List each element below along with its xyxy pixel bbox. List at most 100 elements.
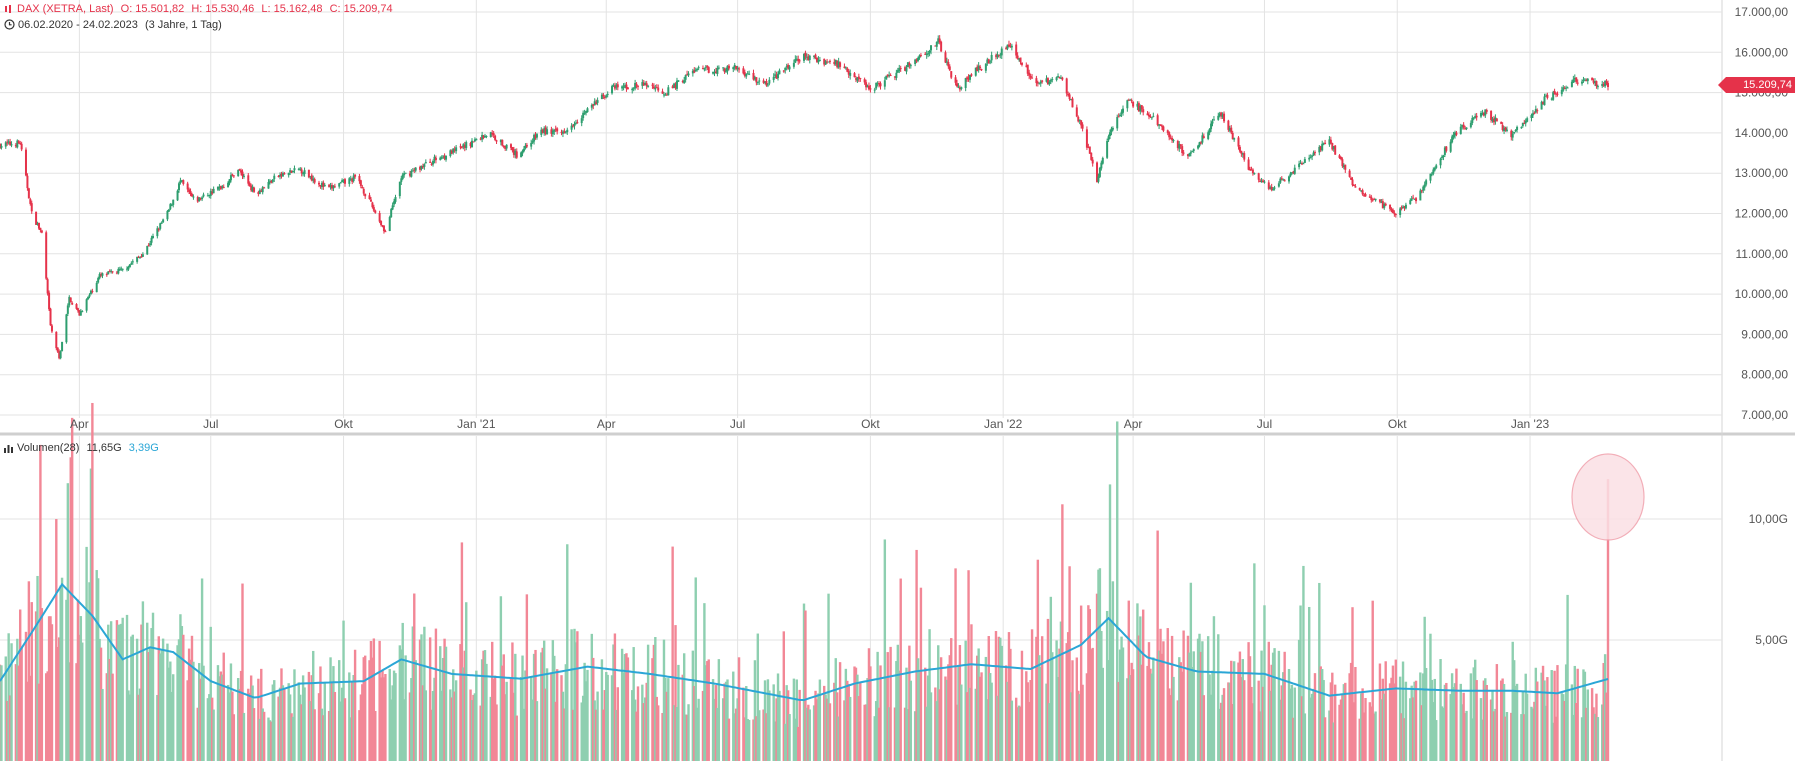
candle-body <box>795 58 798 60</box>
volume-bar <box>531 699 534 761</box>
volume-bar <box>65 599 68 761</box>
candle-body <box>403 173 406 176</box>
candle-body <box>1116 117 1119 129</box>
candle-body <box>69 297 72 303</box>
volume-bar <box>111 673 114 761</box>
candle-body <box>341 180 344 183</box>
candle-body <box>126 268 129 270</box>
volume-bar <box>934 687 937 761</box>
volume-bar <box>228 692 231 761</box>
candle-body <box>382 225 385 232</box>
volume-value: 11,65G <box>86 442 122 454</box>
volume-bar <box>965 692 969 761</box>
candle-body <box>388 217 391 232</box>
candle-body <box>748 73 751 75</box>
volume-bar <box>1348 673 1351 761</box>
candle-body <box>65 314 68 343</box>
candle-body <box>1287 176 1290 182</box>
candle-body <box>600 94 603 100</box>
candle-body <box>1425 180 1428 185</box>
volume-bar <box>594 709 598 761</box>
volume-bar <box>1118 649 1122 761</box>
candle-body <box>665 94 668 96</box>
volume-bars <box>0 402 1610 761</box>
volume-bar <box>1191 667 1194 761</box>
volume-bar <box>1303 713 1307 761</box>
volume-bar <box>853 666 856 761</box>
volume-bar <box>651 658 654 761</box>
candle-body <box>713 72 716 74</box>
candle-body <box>651 84 654 86</box>
candle-body <box>605 95 608 98</box>
candle-body <box>733 64 736 68</box>
candle-body <box>85 299 88 311</box>
candle-body <box>250 185 253 191</box>
volume-bar <box>177 639 181 761</box>
volume-bar <box>238 689 241 761</box>
candle-body <box>725 70 728 72</box>
volume-bar <box>150 628 153 761</box>
volume-bar <box>1126 678 1129 761</box>
volume-bar <box>1383 693 1386 761</box>
candle-body <box>576 122 579 124</box>
candle-body <box>1253 173 1256 175</box>
volume-bar <box>444 646 448 761</box>
candle-body <box>1474 116 1477 118</box>
volume-bar <box>772 684 775 761</box>
volume-bar <box>130 636 133 761</box>
volume-bar <box>1439 659 1442 761</box>
volume-bar <box>57 637 61 761</box>
volume-bar <box>623 654 627 761</box>
volume-bar <box>300 704 303 761</box>
candle-body <box>706 65 709 68</box>
volume-bar <box>726 679 729 761</box>
candle-body <box>1130 100 1133 102</box>
volume-bar <box>418 639 422 761</box>
candle-body <box>1010 45 1013 48</box>
volume-bar <box>1453 683 1457 761</box>
volume-bar <box>242 712 246 761</box>
volume-bar <box>1227 682 1230 761</box>
volume-bar <box>1371 600 1374 761</box>
candle-body <box>696 68 699 71</box>
candle-body <box>1364 194 1367 197</box>
candle-body <box>1540 101 1543 110</box>
candle-body <box>560 131 563 133</box>
candle-body <box>1199 142 1202 144</box>
volume-bar <box>974 688 977 761</box>
volume-bar <box>502 654 505 761</box>
candle-body <box>430 163 433 165</box>
candle-body <box>268 180 271 182</box>
candle-body <box>1188 153 1191 157</box>
volume-bar <box>622 672 625 761</box>
volume-bar <box>1006 681 1009 761</box>
candle-body <box>1490 110 1493 120</box>
candle-body <box>979 66 982 69</box>
candle-body <box>1006 44 1009 49</box>
candle-body <box>675 80 678 89</box>
candle-body <box>964 78 967 88</box>
candle-body <box>976 66 979 72</box>
volume-bar <box>1108 484 1112 761</box>
candle-body <box>192 196 195 198</box>
candle-body <box>320 183 323 187</box>
volume-bar <box>17 665 20 761</box>
volume-bar <box>898 670 901 761</box>
candle-body <box>1247 159 1250 170</box>
volume-bar <box>1209 694 1213 761</box>
volume-bar <box>1481 719 1484 761</box>
volume-bar <box>636 686 640 761</box>
candle-body <box>322 182 325 187</box>
x-tick-label: Jul <box>1257 417 1272 431</box>
candle-body <box>323 184 326 187</box>
candle-body <box>390 209 393 218</box>
candle-body <box>37 222 40 229</box>
candle-body <box>141 254 144 257</box>
candle-body <box>984 63 987 71</box>
candle-body <box>1081 124 1084 129</box>
candle-body <box>1462 124 1465 128</box>
candle-body <box>888 75 891 77</box>
volume-bar <box>1068 566 1071 761</box>
volume-bar <box>81 642 84 761</box>
volume-bar <box>1433 678 1436 761</box>
